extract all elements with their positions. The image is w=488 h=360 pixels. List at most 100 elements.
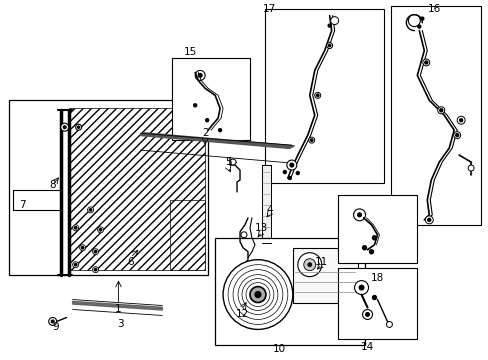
Text: 13: 13 <box>255 223 268 233</box>
Circle shape <box>218 129 221 132</box>
Circle shape <box>74 264 77 266</box>
Circle shape <box>372 236 376 240</box>
Circle shape <box>198 73 202 77</box>
Bar <box>170 200 205 270</box>
Circle shape <box>308 137 314 143</box>
Text: 18: 18 <box>370 273 384 283</box>
Text: 14: 14 <box>360 342 373 352</box>
Bar <box>172 58 249 140</box>
Circle shape <box>92 249 99 255</box>
Circle shape <box>417 25 420 28</box>
Circle shape <box>296 171 299 175</box>
Circle shape <box>81 247 83 249</box>
Text: 7: 7 <box>20 200 26 210</box>
Circle shape <box>369 250 373 254</box>
Circle shape <box>453 132 460 139</box>
Text: 10: 10 <box>273 345 286 354</box>
Circle shape <box>357 213 361 217</box>
Text: 9: 9 <box>52 323 59 332</box>
Circle shape <box>407 15 420 27</box>
Circle shape <box>362 246 366 250</box>
Text: 11: 11 <box>314 257 327 267</box>
Circle shape <box>254 292 261 298</box>
Circle shape <box>94 269 97 271</box>
Circle shape <box>422 59 429 66</box>
Bar <box>9 100 208 275</box>
Circle shape <box>99 229 102 231</box>
Text: 17: 17 <box>263 4 276 14</box>
Circle shape <box>87 207 93 213</box>
Circle shape <box>229 159 236 165</box>
Circle shape <box>61 123 68 131</box>
Circle shape <box>303 259 315 271</box>
Circle shape <box>77 126 80 129</box>
Bar <box>68 108 205 270</box>
Circle shape <box>288 176 291 180</box>
Circle shape <box>80 245 85 251</box>
Circle shape <box>353 209 365 221</box>
Circle shape <box>205 119 208 122</box>
Circle shape <box>372 296 376 300</box>
Bar <box>292 248 357 302</box>
Circle shape <box>92 267 99 273</box>
Circle shape <box>76 124 81 130</box>
Text: 2: 2 <box>202 128 208 138</box>
Text: 16: 16 <box>427 4 440 14</box>
Circle shape <box>365 312 369 316</box>
Circle shape <box>297 253 321 276</box>
Circle shape <box>330 17 338 24</box>
Circle shape <box>241 232 246 238</box>
Circle shape <box>94 251 97 253</box>
Circle shape <box>455 134 458 137</box>
Circle shape <box>420 17 423 20</box>
Bar <box>215 238 364 345</box>
Circle shape <box>89 209 92 211</box>
Circle shape <box>289 163 293 167</box>
Circle shape <box>459 119 462 122</box>
Circle shape <box>223 260 292 329</box>
Circle shape <box>98 227 103 233</box>
Circle shape <box>195 71 205 80</box>
Circle shape <box>316 94 318 96</box>
Circle shape <box>286 160 296 170</box>
Circle shape <box>358 285 363 290</box>
Circle shape <box>73 262 79 268</box>
Circle shape <box>307 263 311 267</box>
Bar <box>337 268 416 339</box>
Circle shape <box>386 321 392 328</box>
Circle shape <box>439 109 442 112</box>
Text: 4: 4 <box>266 205 273 215</box>
Bar <box>264 9 384 183</box>
Circle shape <box>314 92 320 98</box>
Circle shape <box>425 216 432 224</box>
Circle shape <box>310 139 312 141</box>
Bar <box>262 165 270 243</box>
Circle shape <box>362 310 372 319</box>
Circle shape <box>427 219 430 221</box>
Circle shape <box>327 24 330 27</box>
Text: 8: 8 <box>49 180 56 190</box>
Text: 1: 1 <box>115 305 122 315</box>
Circle shape <box>326 42 332 49</box>
Circle shape <box>51 320 54 323</box>
Circle shape <box>354 280 368 294</box>
Circle shape <box>193 104 196 107</box>
Circle shape <box>424 61 427 64</box>
Circle shape <box>49 318 57 325</box>
Circle shape <box>74 226 77 229</box>
Circle shape <box>467 165 473 171</box>
Bar <box>337 195 416 263</box>
Circle shape <box>249 287 265 302</box>
Circle shape <box>63 126 66 129</box>
Circle shape <box>73 225 79 231</box>
Text: 3: 3 <box>117 319 123 329</box>
Text: 15: 15 <box>183 48 197 58</box>
Text: 6: 6 <box>127 257 134 267</box>
Text: 12: 12 <box>235 310 248 319</box>
Circle shape <box>283 171 286 174</box>
Circle shape <box>244 265 250 271</box>
Text: 5: 5 <box>224 157 231 167</box>
Bar <box>390 6 480 225</box>
Circle shape <box>456 116 464 124</box>
Circle shape <box>328 44 330 47</box>
